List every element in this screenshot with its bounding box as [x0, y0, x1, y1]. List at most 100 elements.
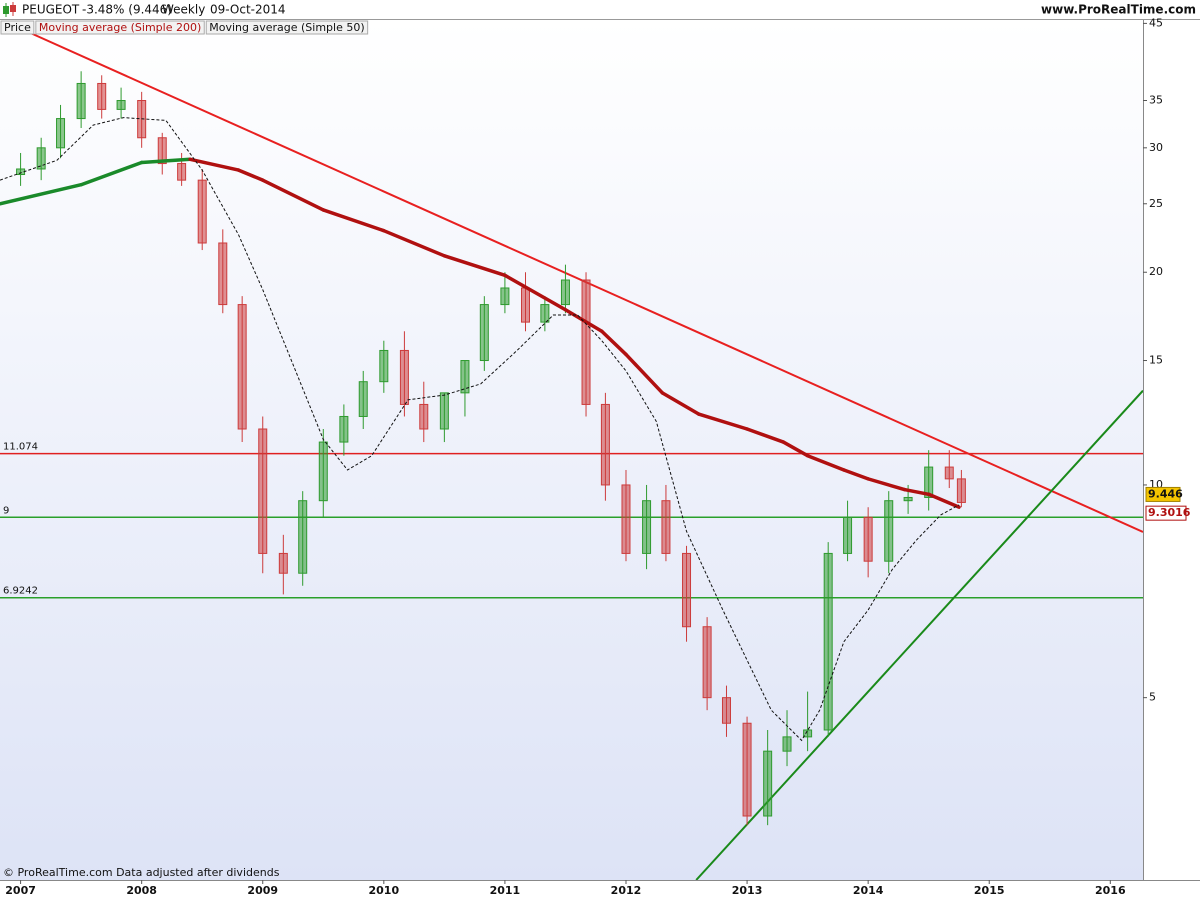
header-bar	[0, 0, 1200, 20]
footer: © ProRealTime.com Data adjusted after di…	[3, 866, 280, 879]
ma-segment	[236, 168, 265, 182]
ma-segment	[260, 178, 326, 212]
ma-segment	[624, 352, 665, 395]
ma-segment	[902, 487, 931, 497]
ma-segment	[926, 492, 961, 509]
legend-entry: Moving average (Simple 200)	[39, 21, 201, 34]
candle-body	[237, 304, 247, 430]
ma200-last-label: 9.3016	[1148, 506, 1191, 519]
candle-body	[581, 279, 591, 405]
x-tick-label: 2007	[5, 884, 36, 897]
candle-body	[278, 552, 288, 574]
candle-body	[157, 137, 167, 165]
ma200-last-box	[1145, 505, 1187, 521]
candle-body	[600, 403, 610, 486]
ma-segment	[842, 468, 870, 481]
ma-segment	[382, 228, 447, 258]
candle-body	[298, 500, 308, 574]
plot-background	[0, 20, 1143, 880]
candle-body	[500, 287, 510, 306]
candle-body	[823, 552, 833, 731]
change: -3.48% (9.446)	[82, 3, 172, 17]
ma-segment	[866, 477, 907, 492]
candle-body	[218, 242, 228, 306]
ma-segment	[79, 160, 144, 187]
legend-entry: Moving average (Simple 50)	[209, 21, 364, 34]
ma-segment	[781, 440, 810, 458]
candle-body	[419, 403, 429, 430]
candle-body	[379, 349, 389, 383]
x-tick-label: 2014	[853, 884, 884, 897]
y-tick-label: 5	[1149, 691, 1156, 704]
last-price-label: 9.446	[1148, 487, 1183, 500]
y-tick-label: 20	[1149, 265, 1163, 278]
candle-body	[763, 750, 773, 817]
legend-box	[0, 20, 35, 35]
ma-segment	[805, 453, 846, 472]
ma-segment	[745, 427, 786, 444]
candle-body	[479, 304, 489, 362]
candle-body	[399, 349, 409, 405]
x-tick-label: 2013	[732, 884, 763, 897]
ma-segment	[503, 273, 568, 312]
candle-body	[197, 179, 207, 244]
candle-body	[540, 304, 550, 323]
ma-segment	[139, 157, 192, 165]
ma-segment	[442, 254, 507, 278]
ma-segment	[660, 391, 701, 416]
candle-body	[621, 484, 631, 554]
level-label: 11.074	[3, 442, 38, 453]
legend-entry: Price	[4, 21, 31, 34]
x-tick-label: 2010	[369, 884, 400, 897]
candle-body	[956, 478, 966, 503]
candle-body	[903, 496, 913, 502]
ma-segment	[600, 329, 628, 357]
candle-body	[258, 428, 268, 554]
candle-body	[460, 360, 470, 394]
x-tick-label: 2016	[1095, 884, 1126, 897]
candle-body	[642, 500, 652, 554]
candle-body	[97, 82, 107, 110]
candle-body	[924, 466, 934, 498]
ma-segment	[696, 412, 749, 431]
candle-body	[702, 626, 712, 699]
date: 09-Oct-2014	[210, 3, 286, 17]
candle-body	[358, 381, 368, 417]
x-tick-label: 2012	[611, 884, 642, 897]
plot	[0, 31, 1143, 880]
candle-body	[560, 279, 570, 306]
candle-body	[56, 118, 66, 149]
legend-box	[205, 20, 369, 35]
candle-body	[339, 415, 349, 443]
ma-segment	[321, 208, 386, 233]
candle-body	[721, 697, 731, 724]
period: Weekly	[162, 3, 205, 17]
site: www.ProRealTime.com	[1041, 3, 1196, 17]
candle-body	[863, 516, 873, 562]
y-tick-label: 35	[1149, 94, 1163, 107]
y-tick-label: 25	[1149, 197, 1163, 210]
candle-body	[439, 392, 449, 430]
candle-body	[944, 466, 954, 480]
x-tick-label: 2009	[247, 884, 278, 897]
candle-body	[318, 441, 328, 502]
candle-body	[76, 82, 86, 120]
candle-body	[682, 552, 692, 628]
x-tick-label: 2015	[974, 884, 1005, 897]
candle-body	[803, 729, 813, 738]
y-tick-label: 30	[1149, 141, 1163, 154]
candle-body	[884, 500, 894, 562]
y-tick-label: 15	[1149, 354, 1163, 367]
legend-box	[35, 20, 205, 35]
candle-body	[661, 500, 671, 554]
ma-segment	[188, 157, 241, 172]
candle-body	[116, 100, 126, 110]
ma-line	[0, 117, 960, 742]
header-icon	[3, 2, 16, 17]
symbol: PEUGEOT	[22, 3, 80, 17]
candle-body	[742, 722, 752, 817]
x-tick-label: 2008	[126, 884, 157, 897]
level-label: 6.9242	[3, 586, 38, 597]
candle-body	[782, 736, 792, 752]
